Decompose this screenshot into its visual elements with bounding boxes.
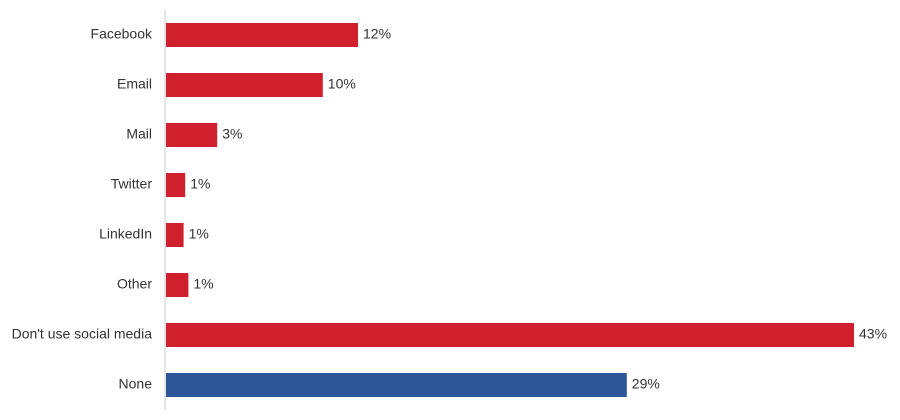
value-label: 43% — [859, 326, 887, 342]
category-label: LinkedIn — [99, 226, 152, 242]
category-label: Twitter — [111, 176, 153, 192]
value-label: 1% — [193, 276, 213, 292]
category-label: Email — [117, 76, 152, 92]
bar — [166, 173, 186, 197]
value-label: 12% — [363, 26, 391, 42]
bar — [166, 73, 323, 97]
value-label: 10% — [328, 76, 356, 92]
value-label: 3% — [222, 126, 242, 142]
bar — [166, 373, 627, 397]
value-label: 1% — [190, 176, 210, 192]
category-label: Other — [117, 276, 152, 292]
value-label: 29% — [632, 376, 660, 392]
bar — [166, 223, 184, 247]
category-label: None — [119, 376, 153, 392]
bar — [166, 23, 358, 47]
category-label: Mail — [126, 126, 152, 142]
bar — [166, 123, 218, 147]
value-label: 1% — [189, 226, 209, 242]
bar — [166, 323, 854, 347]
category-label: Don't use social media — [12, 326, 153, 342]
bar — [166, 273, 189, 297]
category-label: Facebook — [91, 26, 153, 42]
